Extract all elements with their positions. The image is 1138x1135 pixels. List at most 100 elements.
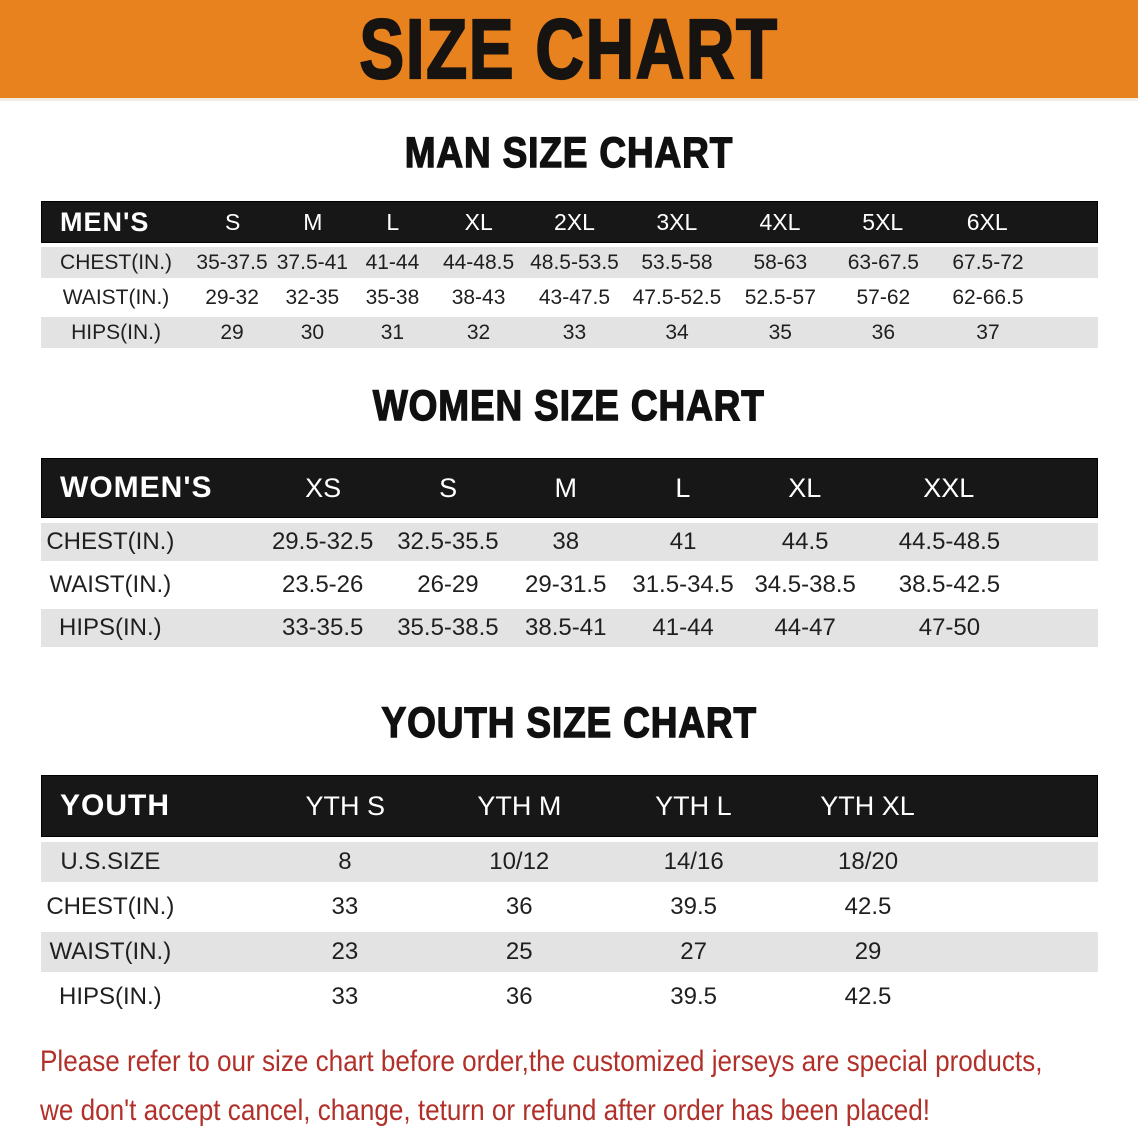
youth-row-label: CHEST(IN.) [46, 893, 175, 920]
womens-cell-value: 29.5-32.5 [271, 528, 374, 555]
womens-cell-value: 44.5 [781, 528, 829, 555]
disclaimer-line-1: Please refer to our size chart before or… [40, 1045, 1043, 1078]
mens-cell-value: 41-44 [365, 250, 420, 274]
mens-cell-value: 32 [466, 320, 491, 344]
mens-cell-value: 48.5-53.5 [530, 250, 619, 274]
youth-cell-value: 39.5 [670, 983, 717, 1010]
womens-cell-value: 41 [669, 528, 697, 555]
womens-section-heading-text: WOMEN SIZE CHART [373, 381, 765, 430]
womens-cell-value: 44-47 [774, 614, 836, 641]
mens-cell-value: 44-48.5 [442, 250, 515, 274]
disclaimer-line-2: we don't accept cancel, change, teturn o… [40, 1094, 931, 1127]
mens-row-label: WAIST(IN.) [62, 285, 170, 309]
womens-table-title: WOMEN'S [60, 471, 213, 504]
youth-size-table: YOUTH YTH S YTH M YTH L YTH XL U.S.SIZE 8 10/12… [41, 775, 1098, 1017]
youth-row-label: HIPS(IN.) [59, 983, 162, 1010]
youth-table-row: WAIST(IN.) 23 25 27 29 [41, 932, 1098, 972]
womens-table-header-row: WOMEN'S XS S M L XL XXL [41, 458, 1098, 518]
womens-section-heading: WOMEN SIZE CHART [0, 381, 1138, 430]
womens-cell-value: 33-35.5 [281, 614, 364, 641]
mens-size-column-header: L [386, 208, 400, 235]
womens-size-column-header: M [554, 472, 578, 503]
womens-size-column-header: XL [788, 472, 822, 503]
mens-cell-value: 67.5-72 [952, 250, 1024, 274]
mens-cell-value: 47.5-52.5 [632, 285, 722, 309]
mens-cell-value: 37.5-41 [276, 250, 348, 274]
youth-cell-value: 36 [505, 983, 533, 1010]
womens-row-label: HIPS(IN.) [59, 614, 162, 641]
womens-table-row: HIPS(IN.) 33-35.5 35.5-38.5 38.5-41 41-44 44-… [41, 609, 1098, 647]
youth-cell-value: 33 [331, 983, 359, 1010]
youth-table-row: HIPS(IN.) 33 36 39.5 42.5 [41, 977, 1098, 1017]
youth-cell-value: 18/20 [838, 848, 899, 875]
womens-cell-value: 29-31.5 [525, 571, 607, 598]
youth-cell-value: 27 [680, 938, 707, 965]
youth-size-column-header: YTH M [477, 790, 562, 821]
womens-cell-value: 44.5-48.5 [898, 528, 1001, 555]
womens-cell-value: 31.5-34.5 [632, 571, 734, 598]
youth-table-title: YOUTH [60, 789, 170, 822]
youth-cell-value: 33 [331, 893, 359, 920]
mens-cell-value: 33 [562, 320, 587, 344]
youth-size-column-header: YTH XL [820, 790, 915, 821]
mens-table-row: CHEST(IN.) 35-37.5 37.5-41 41-44 44-48.5 48.5… [41, 247, 1098, 278]
womens-cell-value: 47-50 [918, 614, 981, 641]
womens-cell-value: 23.5-26 [281, 571, 364, 598]
youth-table-header-row: YOUTH YTH S YTH M YTH L YTH XL [41, 775, 1098, 837]
youth-table-row: U.S.SIZE 8 10/12 14/16 18/20 [41, 842, 1098, 882]
mens-cell-value: 29 [220, 320, 244, 344]
mens-section: MAN SIZE CHART MEN'S S M L XL 2XL 3XL 4XL 5XL 6XL C… [0, 128, 1138, 348]
mens-cell-value: 62-66.5 [952, 285, 1024, 309]
mens-cell-value: 38-43 [451, 285, 506, 309]
youth-cell-value: 42.5 [844, 893, 892, 920]
mens-table-header-row: MEN'S S M L XL 2XL 3XL 4XL 5XL 6XL [41, 201, 1098, 243]
page-title: SIZE CHART [359, 2, 779, 96]
charts-container: MAN SIZE CHART MEN'S S M L XL 2XL 3XL 4XL 5XL 6XL C… [0, 128, 1138, 1017]
mens-cell-value: 35 [768, 320, 792, 344]
disclaimer: Please refer to our size chart before or… [0, 1037, 1138, 1135]
womens-table-row: WAIST(IN.) 23.5-26 26-29 29-31.5 31.5-34.5 34… [41, 566, 1098, 604]
mens-cell-value: 31 [380, 320, 405, 344]
mens-size-column-header: XL [464, 208, 493, 235]
youth-cell-value: 10/12 [489, 848, 550, 875]
youth-cell-value: 42.5 [844, 983, 892, 1010]
mens-cell-value: 63-67.5 [847, 250, 919, 274]
womens-cell-value: 41-44 [652, 614, 714, 641]
banner: SIZE CHART [0, 0, 1138, 101]
mens-size-column-header: 3XL [656, 208, 698, 235]
mens-cell-value: 35-37.5 [196, 250, 268, 274]
womens-cell-value: 38.5-42.5 [898, 571, 1001, 598]
mens-row-label: CHEST(IN.) [60, 250, 173, 274]
mens-size-column-header: M [303, 208, 323, 235]
womens-size-column-header: S [439, 472, 458, 503]
youth-cell-value: 39.5 [670, 893, 717, 920]
youth-cell-value: 25 [505, 938, 533, 965]
womens-cell-value: 38.5-41 [525, 614, 607, 641]
mens-size-table: MEN'S S M L XL 2XL 3XL 4XL 5XL 6XL CHEST(IN.) 35-37… [41, 201, 1098, 348]
mens-table-title: MEN'S [60, 206, 150, 237]
mens-section-heading-text: MAN SIZE CHART [404, 128, 734, 177]
mens-cell-value: 36 [871, 320, 896, 344]
mens-table-row: HIPS(IN.) 29 30 31 32 33 34 35 36 37 [41, 317, 1098, 348]
womens-row-label: WAIST(IN.) [49, 571, 172, 598]
womens-cell-value: 38 [552, 528, 580, 555]
mens-cell-value: 52.5-57 [744, 285, 816, 309]
youth-table-row: CHEST(IN.) 33 36 39.5 42.5 [41, 887, 1098, 927]
mens-cell-value: 30 [300, 320, 325, 344]
womens-cell-value: 26-29 [417, 571, 479, 598]
youth-size-column-header: YTH S [305, 790, 386, 821]
mens-cell-value: 34 [665, 320, 689, 344]
womens-size-column-header: L [675, 472, 691, 503]
youth-size-column-header: YTH L [655, 790, 732, 821]
mens-cell-value: 29-32 [205, 285, 259, 309]
womens-section: WOMEN SIZE CHART WOMEN'S XS S M L XL XXL CHEST(I… [0, 381, 1138, 647]
youth-section-heading: YOUTH SIZE CHART [0, 698, 1138, 747]
youth-cell-value: 36 [505, 893, 533, 920]
womens-cell-value: 34.5-38.5 [754, 571, 856, 598]
mens-cell-value: 58-63 [753, 250, 808, 274]
womens-size-table: WOMEN'S XS S M L XL XXL CHEST(IN.) 29.5-32.5 32.5… [41, 458, 1098, 647]
mens-cell-value: 57-62 [856, 285, 911, 309]
mens-row-label: HIPS(IN.) [71, 320, 161, 344]
mens-cell-value: 32-35 [285, 285, 340, 309]
